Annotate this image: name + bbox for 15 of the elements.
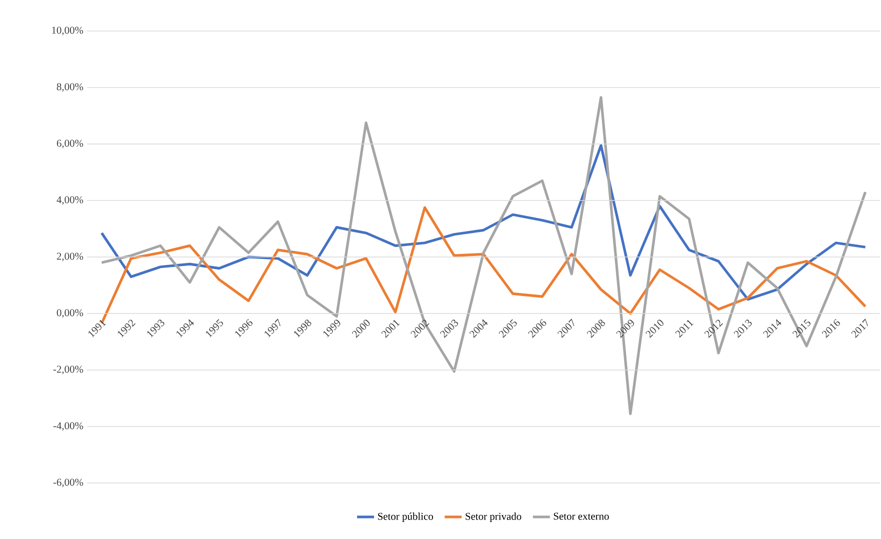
y-tick-label: 6,00%	[56, 140, 84, 148]
y-tick-label: -4,00%	[53, 422, 84, 431]
legend-label: Setor público	[378, 512, 434, 522]
y-tick-label: -2,00%	[53, 366, 84, 374]
y-tick-label: 4,00%	[56, 196, 84, 205]
x-tick-label: 1991	[88, 320, 106, 338]
legend-label: Setor externo	[554, 512, 609, 520]
y-tick-label: 0,00%	[56, 309, 84, 318]
y-tick-label: 8,00%	[56, 83, 84, 92]
y-tick-label: 2,00%	[56, 252, 84, 262]
line-series	[100, 144, 867, 301]
y-tick-label: -6,00%	[53, 478, 84, 488]
y-tick-label: 10,00%	[52, 26, 84, 36]
legend-label: Setor privado	[466, 512, 522, 522]
x-tick-label: 2011	[675, 320, 694, 338]
